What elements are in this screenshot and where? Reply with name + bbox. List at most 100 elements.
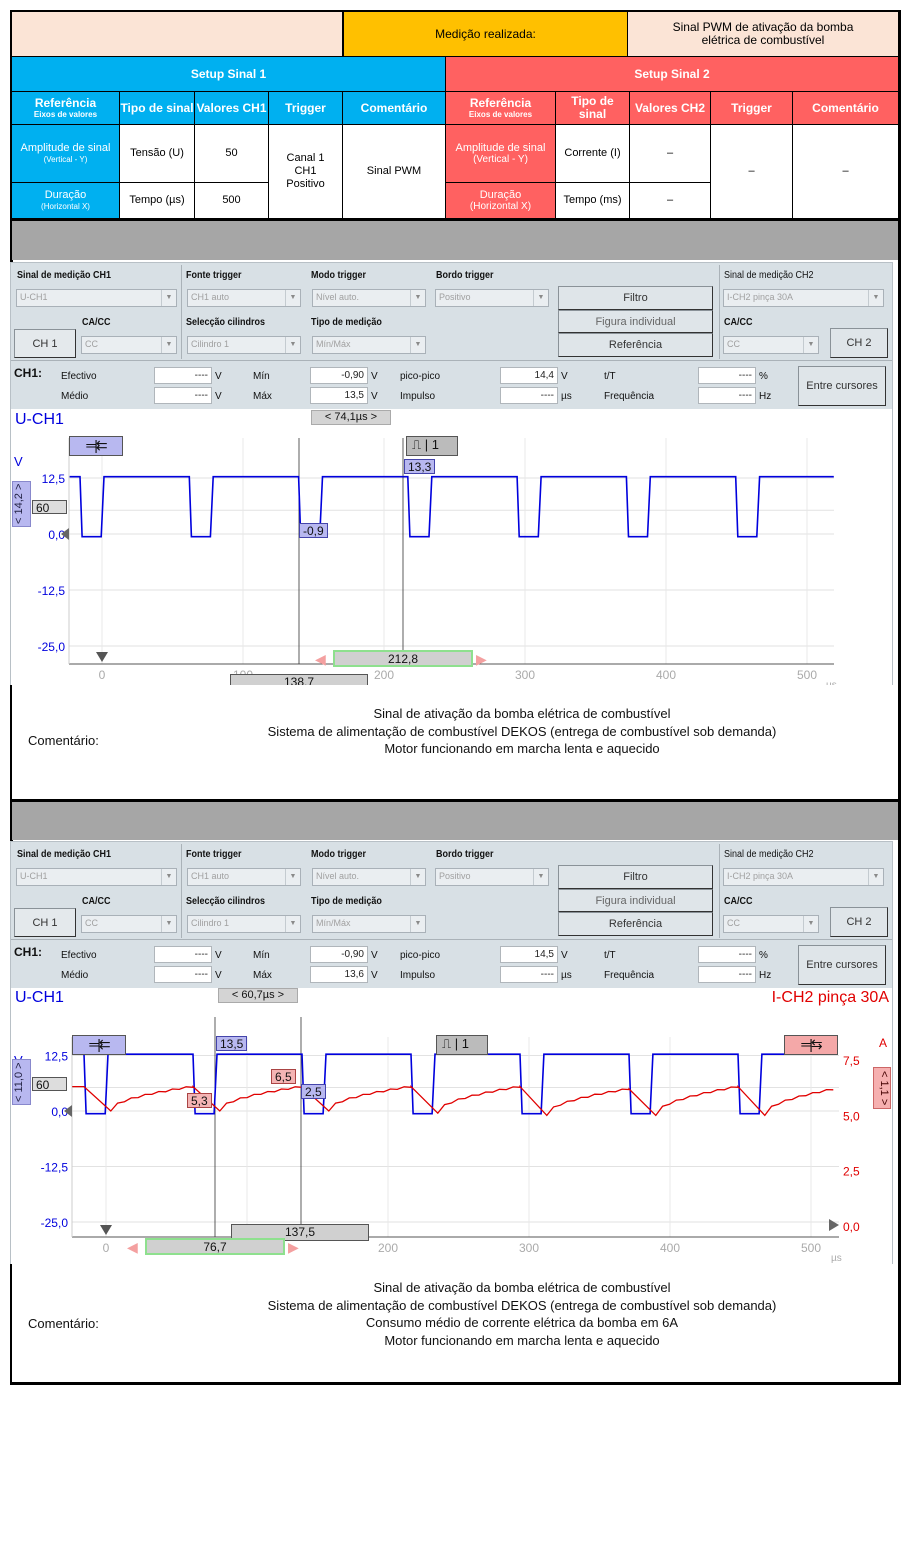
trigger-source-select[interactable]: CH1 auto ▼ <box>187 289 301 307</box>
measurement-unit: V <box>215 950 222 961</box>
filter-button[interactable]: Filtro <box>558 865 713 889</box>
cursor-right-arrow-icon[interactable]: ▶ <box>288 1239 299 1255</box>
trigger-level-label[interactable]: 60 <box>32 1077 67 1092</box>
cylinder-select[interactable]: Cilindro 1 ▼ <box>187 915 301 933</box>
ch1-button[interactable]: CH 1 <box>14 329 76 358</box>
trigger-mode-select[interactable]: Nível auto. ▼ <box>312 868 426 886</box>
row-sub: (Horizontal X) <box>41 202 90 211</box>
separator-band <box>12 802 898 840</box>
setup1-trigger: Canal 1 CH1 Positivo <box>269 125 343 219</box>
trigger-source-select-value: CH1 auto <box>191 292 230 302</box>
chevron-down-icon[interactable]: ▼ <box>285 290 300 306</box>
y-tick-label: -12,5 <box>41 1161 69 1175</box>
ch2-button[interactable]: CH 2 <box>830 328 888 358</box>
measurement-label: Efectivo <box>61 950 97 961</box>
chevron-down-icon[interactable]: ▼ <box>161 290 176 306</box>
measurement-label: Médio <box>61 970 89 981</box>
cursor-b-time[interactable]: 212,8 <box>333 650 473 667</box>
cylinder-select[interactable]: Cilindro 1 ▼ <box>187 336 301 354</box>
ch1-button[interactable]: CH 1 <box>14 908 76 937</box>
setup2-col-comment: Comentário <box>793 92 898 125</box>
between-cursors-button[interactable]: Entre cursores <box>798 366 886 406</box>
measurement-label: Frequência <box>604 970 655 981</box>
cursor-a-time[interactable]: 137,5 <box>231 1224 369 1241</box>
x-tick-label: 400 <box>660 1241 680 1255</box>
ch1-acdc-select[interactable]: CC ▼ <box>81 915 177 933</box>
trigger-level-label[interactable]: 60 <box>32 500 67 515</box>
trigger-edge-icon[interactable]: ⎍ | 1 <box>436 1035 488 1055</box>
ch1-scale-mode-icon[interactable]: ═|⇇ <box>72 1035 126 1055</box>
ch1-signal-select[interactable]: U-CH1 ▼ <box>16 868 177 886</box>
trigger-edge-icon[interactable]: ⎍ | 1 <box>406 436 458 456</box>
trigger-edge-label: Bordo trigger <box>436 849 494 860</box>
trigger-mode-select[interactable]: Nível auto. ▼ <box>312 289 426 307</box>
trigger-edge-select-value: Positivo <box>439 871 471 881</box>
trigger-edge-select[interactable]: Positivo ▼ <box>435 868 549 886</box>
reference-button[interactable]: Referência <box>558 912 713 936</box>
cursor-value-label: 13,5 <box>216 1036 248 1051</box>
measurement-type-select[interactable]: Mín/Máx ▼ <box>312 336 426 354</box>
chevron-down-icon[interactable]: ▼ <box>868 869 883 885</box>
ch2-button[interactable]: CH 2 <box>830 907 888 937</box>
cursor-b-time[interactable]: 76,7 <box>145 1238 285 1255</box>
chevron-down-icon[interactable]: ▼ <box>161 869 176 885</box>
ch2-acdc-select-value: CC <box>727 339 740 349</box>
ch2-acdc-select[interactable]: CC ▼ <box>723 336 819 354</box>
measurement-type-select[interactable]: Mín/Máx ▼ <box>312 915 426 933</box>
cursor-left-arrow-icon[interactable]: ◀ <box>315 651 326 667</box>
ch1-scale-label[interactable]: < 14,2 > <box>12 481 31 527</box>
comment-box-2: Comentário: Sinal de ativação da bomba el… <box>12 1264 898 1385</box>
chevron-down-icon[interactable]: ▼ <box>803 337 818 353</box>
ch2-acdc-select[interactable]: CC ▼ <box>723 915 819 933</box>
chevron-down-icon[interactable]: ▼ <box>285 916 300 932</box>
measurement-label: Efectivo <box>61 371 97 382</box>
ch2-scale-mode-icon[interactable]: ═|⇆ <box>784 1035 838 1055</box>
measurement-label: Mín <box>253 371 270 382</box>
ch1-scale-label[interactable]: < 11,0 > <box>12 1058 31 1105</box>
chevron-down-icon[interactable]: ▼ <box>161 916 176 932</box>
comment-line: Sistema de alimentação de combustível DE… <box>267 1297 777 1313</box>
ch1-signal-select-value: U-CH1 <box>20 292 48 302</box>
measurement-label: pico-pico <box>400 950 441 961</box>
setup2-col-ref: Referência Eixos de valores <box>446 92 556 125</box>
measurement-value: ---- <box>154 966 212 983</box>
chevron-down-icon[interactable]: ▼ <box>533 290 548 306</box>
chevron-down-icon[interactable]: ▼ <box>410 869 425 885</box>
x-tick-label: 500 <box>801 1241 821 1255</box>
filter-button[interactable]: Filtro <box>558 286 713 310</box>
between-cursors-button[interactable]: Entre cursores <box>798 945 886 985</box>
cursor-left-arrow-icon[interactable]: ◀ <box>127 1239 138 1255</box>
divider <box>719 265 720 359</box>
setup2-col-values: Valores CH2 <box>630 92 711 125</box>
trigger-source-label: Fonte trigger <box>186 849 242 860</box>
x-unit-label: µs <box>831 1253 842 1264</box>
single-figure-button[interactable]: Figura individual <box>558 889 713 912</box>
ch1-scale-mode-icon[interactable]: ═|⇇ <box>69 436 123 456</box>
y-tick-label: 0,0 <box>51 1105 68 1119</box>
ch2-signal-select[interactable]: I-CH2 pinça 30A ▼ <box>723 289 884 307</box>
trigger-source-select[interactable]: CH1 auto ▼ <box>187 868 301 886</box>
chevron-down-icon[interactable]: ▼ <box>410 337 425 353</box>
trigger-edge-select[interactable]: Positivo ▼ <box>435 289 549 307</box>
chevron-down-icon[interactable]: ▼ <box>803 916 818 932</box>
chevron-down-icon[interactable]: ▼ <box>161 337 176 353</box>
measurement-value: 14,4 <box>500 367 558 384</box>
chevron-down-icon[interactable]: ▼ <box>410 916 425 932</box>
ch2-signal-select[interactable]: I-CH2 pinça 30A ▼ <box>723 868 884 886</box>
reference-button[interactable]: Referência <box>558 333 713 357</box>
ch1-signal-label: Sinal de medição CH1 <box>17 849 112 860</box>
ch1-acdc-select[interactable]: CC ▼ <box>81 336 177 354</box>
chevron-down-icon[interactable]: ▼ <box>285 337 300 353</box>
measurement-value: ---- <box>698 966 756 983</box>
single-figure-button[interactable]: Figura individual <box>558 310 713 333</box>
comment-line: Motor funcionando em marcha lenta e aque… <box>384 741 660 756</box>
ch2-scale-label[interactable]: < 1,1 > <box>873 1066 891 1109</box>
ch1-signal-select[interactable]: U-CH1 ▼ <box>16 289 177 307</box>
comment-box-1: Comentário: Sinal de ativação da bomba el… <box>12 685 898 802</box>
chevron-down-icon[interactable]: ▼ <box>868 290 883 306</box>
chevron-down-icon[interactable]: ▼ <box>285 869 300 885</box>
chevron-down-icon[interactable]: ▼ <box>533 869 548 885</box>
cursor-right-arrow-icon[interactable]: ▶ <box>476 651 487 667</box>
chevron-down-icon[interactable]: ▼ <box>410 290 425 306</box>
divider <box>11 360 892 361</box>
